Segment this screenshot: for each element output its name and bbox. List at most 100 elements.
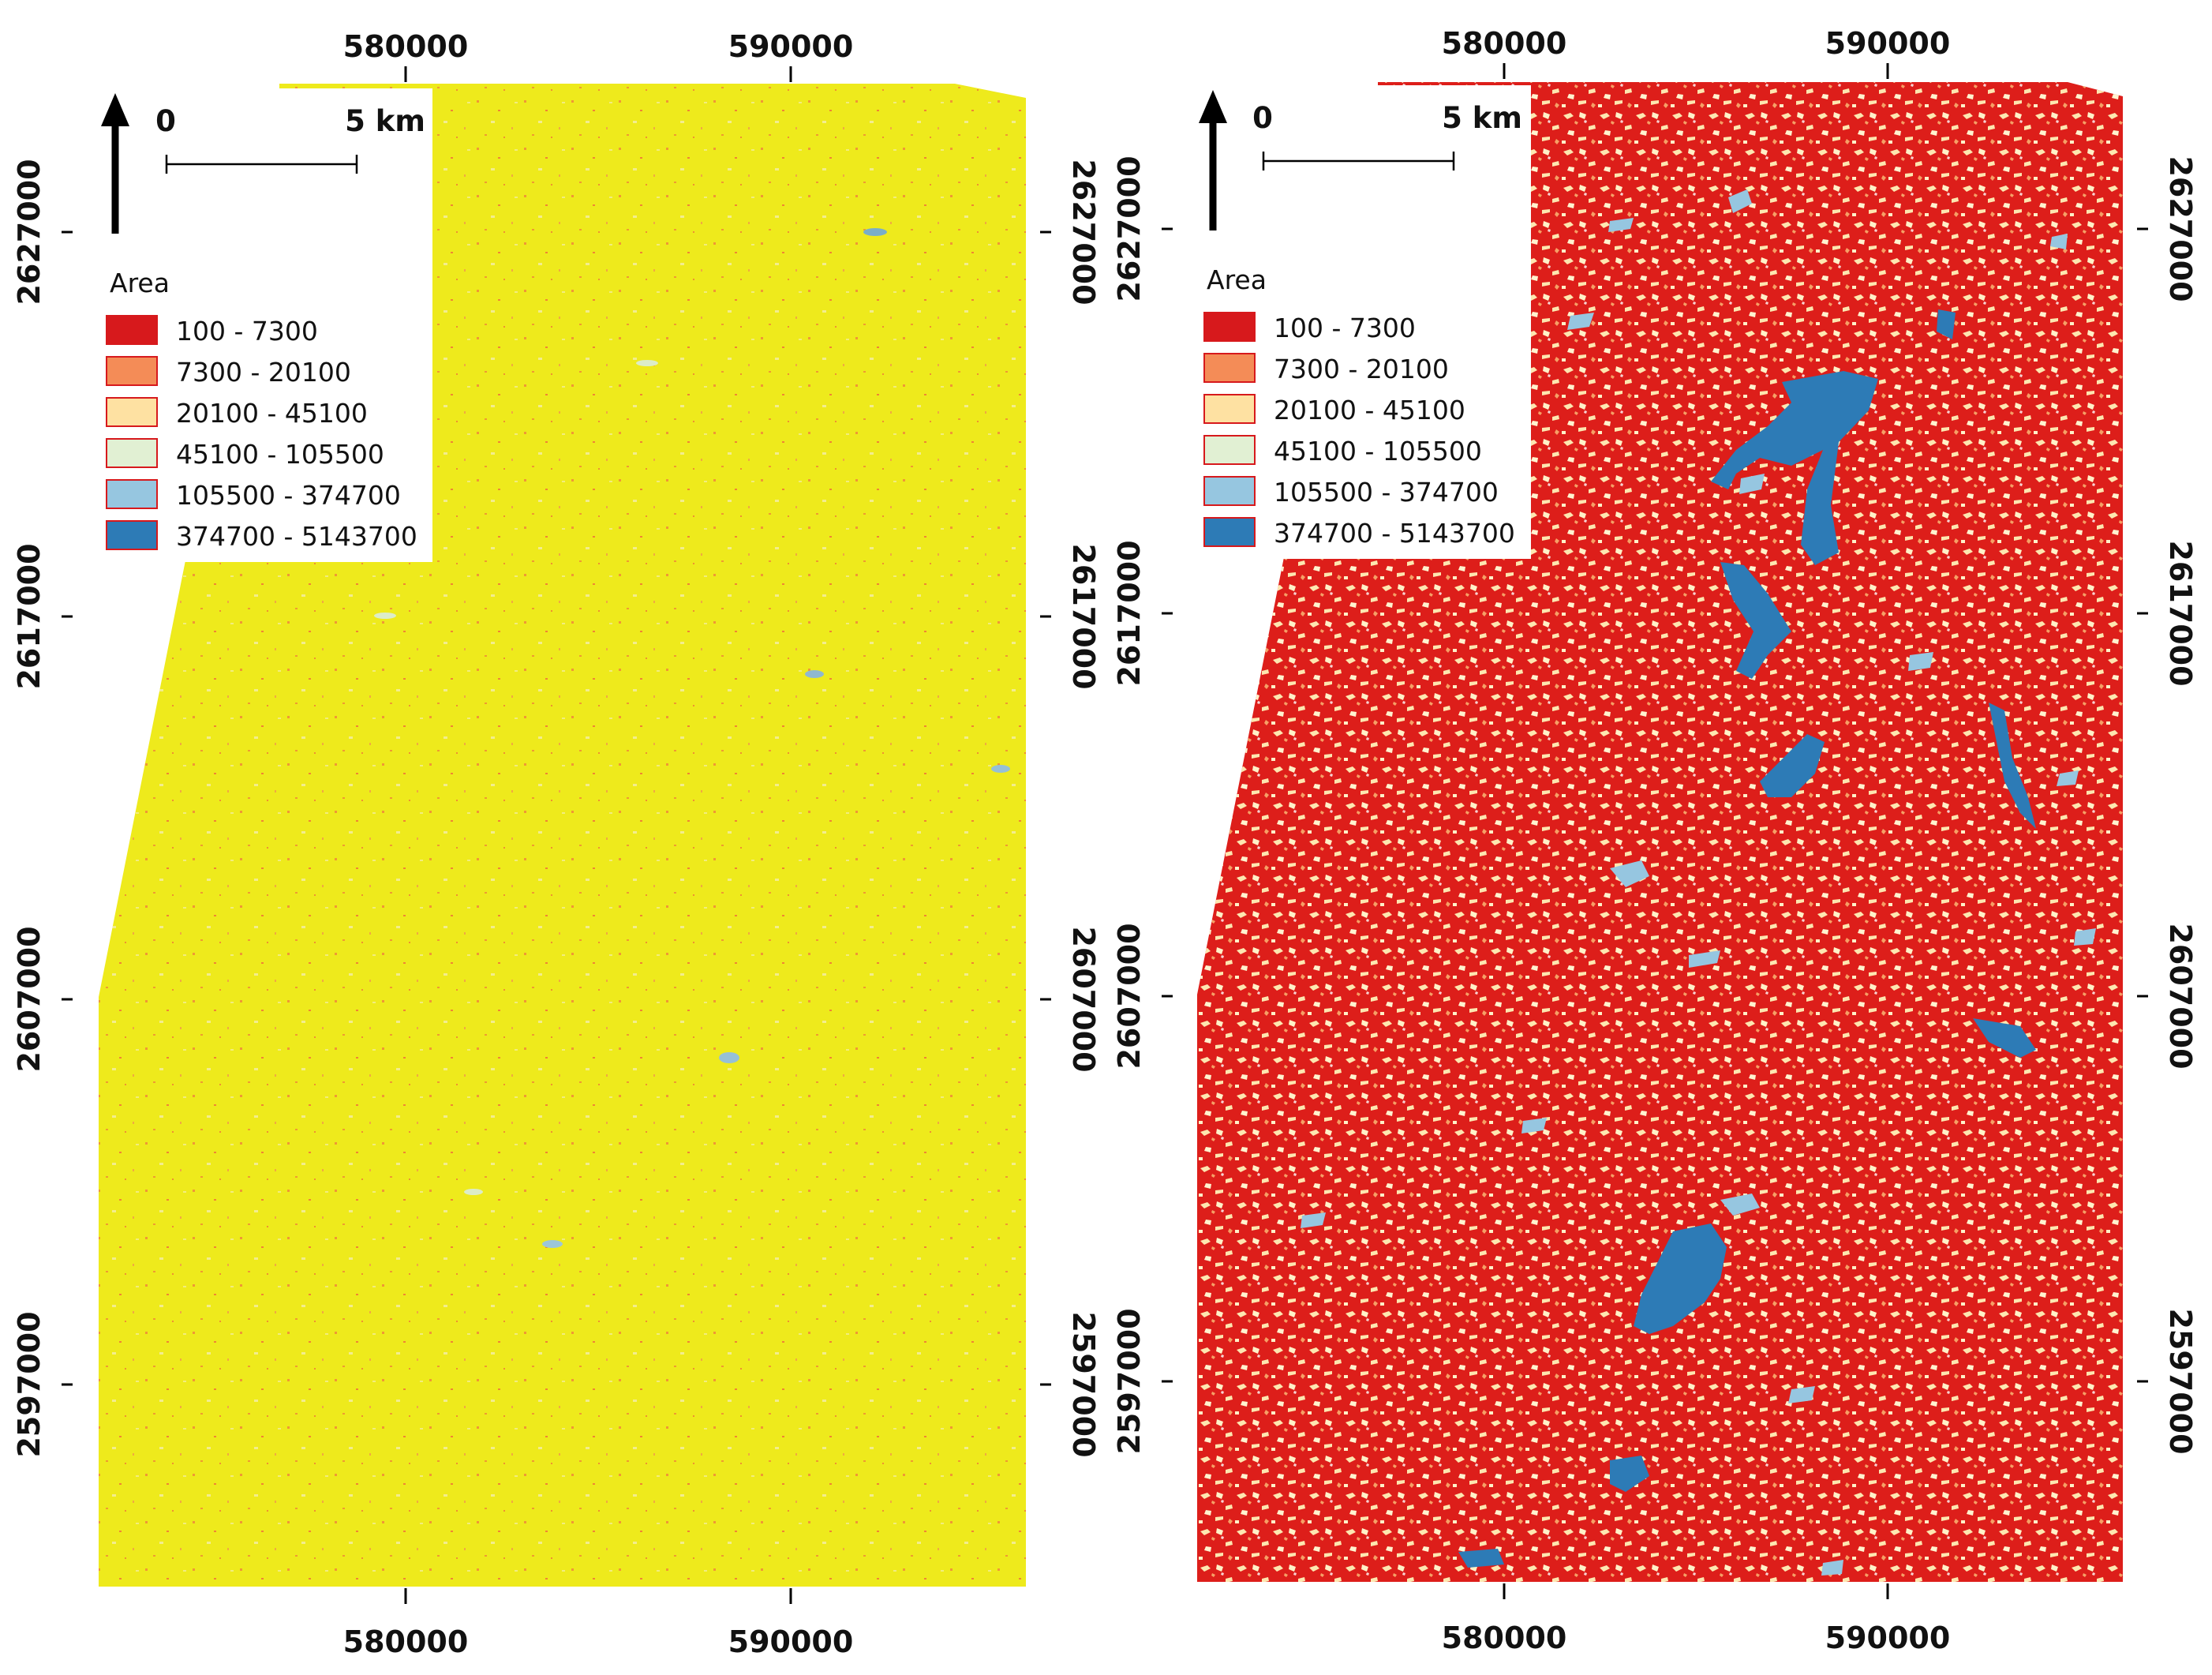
y-tick-label: 2617000 [1112, 540, 1147, 686]
water-body-shape [1788, 1386, 1815, 1403]
scale-bar-start-label: 0 [155, 104, 176, 138]
water-body-shape [1610, 860, 1649, 887]
water-body-shape [1689, 950, 1720, 968]
legend-item: 100 - 7300 [1203, 312, 1416, 343]
legend-title: Area [1207, 264, 1267, 295]
legend-item: 7300 - 20100 [106, 356, 351, 388]
legend-swatch [106, 438, 158, 468]
x-axis-bottom: 580000 590000 [1442, 1583, 1950, 1655]
north-arrow-icon [1199, 90, 1227, 230]
legend-swatch [106, 356, 158, 386]
water-body-shape [464, 1189, 483, 1195]
water-body-shape [1567, 313, 1594, 330]
water-body-shape [863, 228, 887, 236]
legend-item: 100 - 7300 [106, 315, 318, 347]
legend-item: 45100 - 105500 [106, 438, 384, 470]
legend-item-label: 100 - 7300 [176, 316, 318, 347]
water-body-shape [374, 613, 396, 619]
x-tick-label: 590000 [728, 29, 854, 64]
x-tick-label: 590000 [728, 1624, 854, 1659]
water-body-shape [2057, 770, 2079, 786]
water-body-shape [1301, 1212, 1326, 1228]
legend-swatch [1203, 476, 1256, 506]
water-body-shape [2050, 234, 2068, 249]
y-tick-label: 2617000 [1066, 543, 1101, 689]
scale-bar: 0 5 km [1252, 101, 1522, 170]
legend-item-label: 7300 - 20100 [176, 357, 351, 388]
legend: Area 100 - 7300 7300 - 20100 20100 - 451… [1203, 264, 1515, 549]
x-axis-bottom: 580000 590000 [343, 1588, 854, 1659]
legend-swatch [106, 479, 158, 509]
scale-bar-start-label: 0 [1252, 101, 1273, 135]
lake-shape [1973, 1018, 2036, 1058]
water-body-shape [1521, 1118, 1547, 1134]
legend: Area 100 - 7300 7300 - 20100 20100 - 451… [106, 268, 417, 552]
scale-bar-end-label: 5 km [345, 104, 425, 138]
y-tick-label: 2607000 [1112, 923, 1147, 1069]
water-body-shape [1608, 218, 1634, 232]
legend-item-label: 7300 - 20100 [1274, 354, 1449, 384]
legend-title: Area [110, 268, 170, 298]
legend-item-label: 20100 - 45100 [176, 398, 368, 429]
y-tick-label: 2617000 [2163, 540, 2198, 686]
water-body-shape [1720, 1193, 1760, 1216]
lake-shape [1458, 1549, 1504, 1568]
legend-item: 374700 - 5143700 [1203, 517, 1515, 549]
x-tick-label: 580000 [1442, 26, 1567, 61]
water-body-shape [1739, 474, 1765, 494]
legend-item-label: 105500 - 374700 [176, 480, 401, 511]
legend-item: 20100 - 45100 [106, 397, 368, 429]
legend-item-label: 45100 - 105500 [176, 439, 384, 470]
lake-shape [1720, 562, 1791, 679]
water-body-shape [991, 765, 1010, 773]
legend-swatch [106, 315, 158, 345]
y-tick-label: 2597000 [2163, 1308, 2198, 1454]
y-axis-right: 2627000 2617000 2607000 2597000 [2137, 156, 2198, 1455]
legend-swatch [106, 520, 158, 550]
legend-item-label: 100 - 7300 [1274, 313, 1416, 343]
north-arrow-icon [101, 93, 129, 234]
legend-item-label: 45100 - 105500 [1274, 436, 1482, 467]
y-axis-left: 2627000 2617000 2607000 2597000 [1112, 156, 1173, 1455]
y-tick-label: 2597000 [12, 1311, 47, 1457]
x-tick-label: 580000 [343, 29, 469, 64]
x-axis-top: 580000 590000 [1442, 26, 1951, 79]
legend-item: 105500 - 374700 [106, 479, 401, 511]
legend-item-label: 20100 - 45100 [1274, 395, 1465, 425]
lake-shape [1937, 309, 1956, 339]
y-tick-label: 2627000 [1112, 156, 1147, 302]
water-body-shape [1821, 1560, 1843, 1576]
water-body-shape [2074, 928, 2096, 946]
x-tick-label: 580000 [1442, 1621, 1567, 1655]
legend-item: 20100 - 45100 [1203, 394, 1465, 425]
scale-bar-end-label: 5 km [1442, 101, 1522, 135]
y-axis-right: 2627000 2617000 2607000 2597000 [1040, 159, 1101, 1458]
water-body-shape [1908, 652, 1933, 671]
scale-bar: 0 5 km [155, 104, 425, 174]
y-tick-label: 2617000 [12, 543, 47, 689]
x-tick-label: 590000 [1825, 26, 1951, 61]
legend-item: 105500 - 374700 [1203, 476, 1499, 508]
y-tick-label: 2597000 [1066, 1311, 1101, 1457]
y-tick-label: 2607000 [1066, 926, 1101, 1072]
y-tick-label: 2627000 [12, 159, 47, 305]
legend-swatch [1203, 312, 1256, 342]
water-body-shape [719, 1052, 739, 1063]
legend-item: 374700 - 5143700 [106, 520, 417, 552]
left-map: 0 5 km Area 100 - 7300 7300 - 20100 2010… [12, 29, 1101, 1659]
y-axis-left: 2627000 2617000 2607000 2597000 [12, 159, 73, 1458]
lake-shape [1760, 734, 1825, 797]
legend-swatch [1203, 517, 1256, 547]
y-tick-label: 2627000 [1066, 159, 1101, 305]
legend-swatch [1203, 435, 1256, 465]
legend-item-label: 374700 - 5143700 [1274, 518, 1515, 549]
legend-swatch [1203, 394, 1256, 424]
lake-shape [1634, 1223, 1727, 1334]
lake-shape [1989, 703, 2036, 829]
water-body-shape [636, 360, 658, 366]
right-map: 0 5 km Area 100 - 7300 7300 - 20100 2010… [1112, 26, 2198, 1655]
x-axis-top: 580000 590000 [343, 29, 854, 82]
lake-shape [1711, 371, 1878, 565]
y-tick-label: 2607000 [12, 926, 47, 1072]
